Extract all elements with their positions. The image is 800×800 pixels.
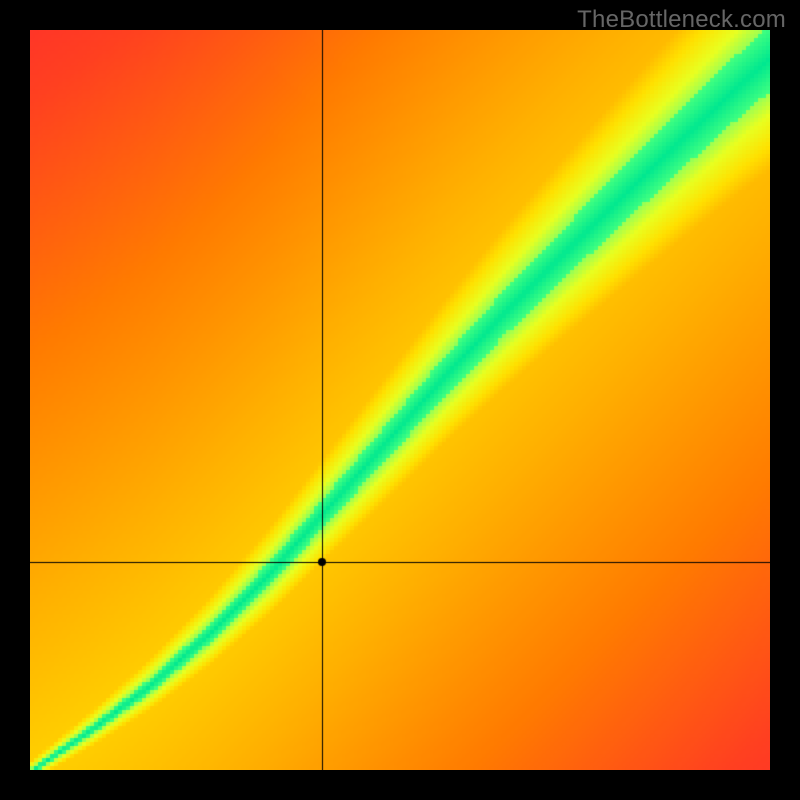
watermark-text: TheBottleneck.com	[577, 6, 786, 34]
plot-area	[30, 30, 770, 770]
heatmap-canvas	[30, 30, 770, 770]
chart-container: TheBottleneck.com	[0, 0, 800, 800]
